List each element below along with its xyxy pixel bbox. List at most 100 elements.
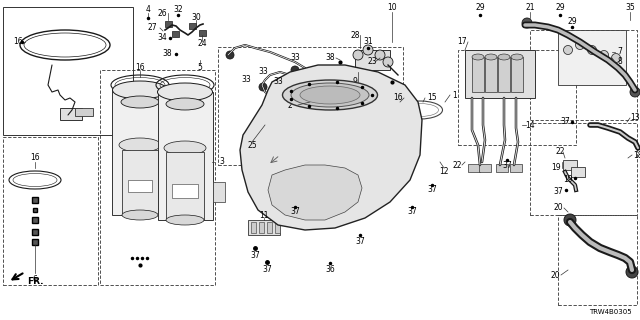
Bar (496, 164, 508, 172)
Text: 27: 27 (147, 23, 157, 33)
Ellipse shape (113, 81, 168, 99)
Ellipse shape (498, 54, 510, 60)
Bar (275, 222, 280, 233)
Bar (558, 215, 637, 305)
Text: 17: 17 (457, 37, 467, 46)
Text: 33: 33 (273, 77, 283, 86)
Circle shape (226, 51, 234, 59)
Bar (498, 57, 510, 92)
Circle shape (564, 214, 576, 226)
Text: 8: 8 (618, 58, 622, 67)
Text: 29: 29 (555, 4, 565, 12)
Text: 23: 23 (367, 58, 377, 67)
Bar (530, 123, 637, 215)
Text: 32: 32 (173, 5, 183, 14)
Text: 16: 16 (393, 93, 403, 102)
Bar (100, 70, 215, 285)
Circle shape (522, 18, 532, 28)
Bar (166, 152, 204, 220)
Circle shape (588, 45, 596, 54)
Polygon shape (268, 165, 362, 220)
Text: 37: 37 (355, 237, 365, 246)
Circle shape (274, 98, 282, 106)
Bar (563, 160, 577, 170)
Text: 30: 30 (191, 12, 201, 21)
Text: 37: 37 (553, 188, 563, 196)
Circle shape (383, 57, 393, 67)
Bar (3, 137, 98, 285)
Bar (468, 164, 480, 172)
Bar (571, 167, 585, 177)
Ellipse shape (282, 80, 378, 110)
Text: 18: 18 (633, 150, 640, 159)
Ellipse shape (166, 215, 204, 225)
Circle shape (630, 87, 640, 97)
Text: 29: 29 (567, 18, 577, 27)
Text: 7: 7 (618, 47, 623, 57)
Bar (128, 180, 152, 192)
Text: 16: 16 (13, 37, 23, 46)
Text: 33: 33 (241, 76, 251, 84)
Text: 29: 29 (475, 4, 485, 12)
Ellipse shape (300, 86, 360, 104)
Text: 13: 13 (630, 114, 640, 123)
Circle shape (375, 50, 385, 60)
Text: 14: 14 (525, 121, 535, 130)
Circle shape (363, 45, 373, 55)
Bar (75, 108, 93, 116)
Circle shape (259, 83, 267, 91)
Text: 11: 11 (259, 211, 269, 220)
Text: 3: 3 (220, 157, 225, 166)
Text: FR.: FR. (27, 277, 44, 286)
Ellipse shape (291, 83, 369, 107)
Circle shape (626, 266, 638, 278)
Text: 12: 12 (439, 167, 449, 177)
Circle shape (575, 41, 584, 50)
Text: 1: 1 (452, 91, 458, 100)
Bar (485, 57, 497, 92)
Text: 20: 20 (550, 270, 560, 279)
Circle shape (611, 53, 621, 62)
Text: 9: 9 (353, 77, 357, 86)
Circle shape (281, 91, 289, 99)
Bar (259, 222, 264, 233)
Text: 24: 24 (197, 39, 207, 49)
Bar (251, 222, 256, 233)
Ellipse shape (164, 141, 206, 155)
Circle shape (600, 51, 609, 60)
Bar (267, 222, 272, 233)
Bar (122, 150, 158, 215)
Bar (218, 47, 403, 165)
Text: 16: 16 (30, 154, 40, 163)
Text: 22: 22 (452, 161, 461, 170)
Bar (458, 50, 576, 145)
Text: 20: 20 (553, 204, 563, 212)
Bar (189, 23, 196, 29)
Bar (530, 30, 637, 120)
Circle shape (291, 66, 299, 74)
Text: 28: 28 (350, 30, 360, 39)
Bar (558, 30, 626, 85)
Text: 25: 25 (247, 140, 257, 149)
Text: 34: 34 (157, 34, 167, 43)
Text: 37: 37 (290, 207, 300, 217)
Ellipse shape (166, 98, 204, 110)
Text: 4: 4 (145, 5, 150, 14)
Text: 38: 38 (325, 53, 335, 62)
Text: 31: 31 (363, 37, 373, 46)
Text: 10: 10 (387, 4, 397, 12)
Text: 6: 6 (33, 276, 37, 284)
Ellipse shape (157, 83, 212, 101)
Ellipse shape (472, 54, 484, 60)
Bar (60, 108, 82, 120)
Ellipse shape (119, 138, 161, 152)
Bar (213, 182, 225, 202)
Circle shape (563, 45, 573, 54)
Text: 37: 37 (560, 117, 570, 126)
Text: TRW4B0305: TRW4B0305 (589, 309, 631, 315)
Text: 37: 37 (262, 266, 272, 275)
Text: 19: 19 (563, 175, 573, 185)
Bar (112, 90, 167, 215)
Bar (511, 57, 523, 92)
Text: 35: 35 (625, 4, 635, 12)
